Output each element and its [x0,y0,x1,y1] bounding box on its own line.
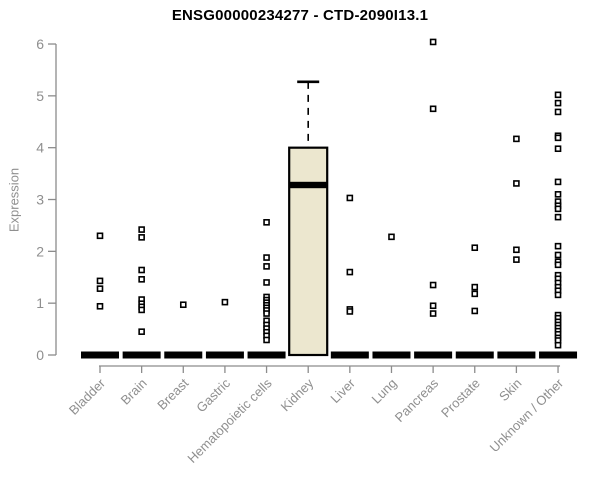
outlier-point-liver [346,308,354,315]
outlier-point-bladder [96,232,104,240]
x-tick-label-pancreas: Pancreas [392,375,442,425]
outlier-point-liver [346,268,354,276]
outlier-point-unknown-other [554,134,562,142]
outlier-point-bladder [96,277,104,285]
collapsed-box-hematopoietic-cells [247,351,286,359]
x-tick-label-gastric: Gastric [193,375,233,415]
y-tick-label: 2 [36,243,44,259]
outlier-point-hematopoietic-cells [263,336,270,344]
outlier-point-pancreas [429,38,437,46]
x-tick-label-bladder: Bladder [66,375,109,418]
outlier-point-pancreas [429,302,437,310]
outlier-point-prostate [471,283,479,291]
y-tick-label: 5 [36,88,44,104]
outlier-point-skin [513,246,520,254]
median-line-kidney [289,181,328,189]
outlier-point-unknown-other [554,341,562,349]
collapsed-box-bladder [81,351,119,359]
collapsed-box-unknown-other [539,351,578,359]
outlier-point-unknown-other [554,242,562,250]
outlier-point-unknown-other [554,261,562,269]
outlier-point-pancreas [429,105,437,113]
collapsed-box-gastric [205,351,244,359]
outlier-point-hematopoietic-cells [263,254,270,261]
outlier-point-unknown-other [554,91,562,99]
collapsed-box-breast [164,351,203,359]
x-tick-label-unknown-other: Unknown / Other [487,375,567,455]
collapsed-box-prostate [455,351,494,359]
outlier-point-brain [138,234,145,241]
x-tick-label-kidney: Kidney [278,375,317,414]
outlier-point-unknown-other [554,178,562,186]
x-tick-label-lung: Lung [369,376,400,407]
outlier-point-prostate [471,307,479,315]
outlier-point-brain [138,266,145,274]
outlier-point-hematopoietic-cells [263,279,270,286]
collapsed-box-lung [372,351,411,359]
outlier-point-unknown-other [554,291,562,299]
outlier-point-liver [346,194,354,202]
outlier-point-unknown-other [554,99,562,107]
collapsed-box-pancreas [414,351,453,359]
collapsed-box-brain [122,351,161,359]
outlier-point-hematopoietic-cells [263,263,270,270]
y-tick-label: 3 [36,192,44,208]
outlier-point-bladder [96,302,104,310]
outlier-point-unknown-other [554,108,562,116]
outlier-point-hematopoietic-cells [263,310,270,317]
outlier-point-pancreas [429,281,437,289]
outlier-point-brain [138,276,145,283]
x-tick-label-skin: Skin [496,376,524,404]
y-tick-label: 4 [36,140,44,156]
outlier-point-prostate [471,290,479,298]
y-tick-label: 1 [36,295,44,311]
outlier-point-brain [138,226,145,233]
collapsed-box-liver [330,351,369,359]
x-tick-label-liver: Liver [327,375,358,406]
outlier-point-breast [179,301,187,309]
outlier-point-unknown-other [554,213,562,221]
box-kidney [288,146,329,357]
chart-title: ENSG00000234277 - CTD-2090I13.1 [171,7,429,24]
x-tick-label-prostate: Prostate [438,376,483,421]
outlier-point-unknown-other [554,251,562,259]
y-tick-label: 0 [36,347,44,363]
outlier-point-hematopoietic-cells [263,219,270,226]
outlier-point-skin [513,256,520,263]
outlier-point-brain [138,328,145,335]
outlier-point-unknown-other [554,205,562,213]
outlier-point-bladder [96,285,104,292]
outlier-point-skin [513,180,520,187]
outlier-point-skin [513,135,520,143]
x-tick-label-breast: Breast [154,375,191,412]
outlier-point-unknown-other [554,191,562,198]
collapsed-box-skin [497,351,536,359]
outlier-point-unknown-other [554,145,562,153]
x-tick-label-brain: Brain [118,376,150,408]
outlier-point-pancreas [429,310,437,317]
outlier-point-prostate [471,244,479,252]
outlier-point-brain [138,306,145,314]
y-tick-label: 6 [36,36,44,52]
outlier-point-gastric [221,298,229,306]
outlier-point-lung [388,233,395,241]
